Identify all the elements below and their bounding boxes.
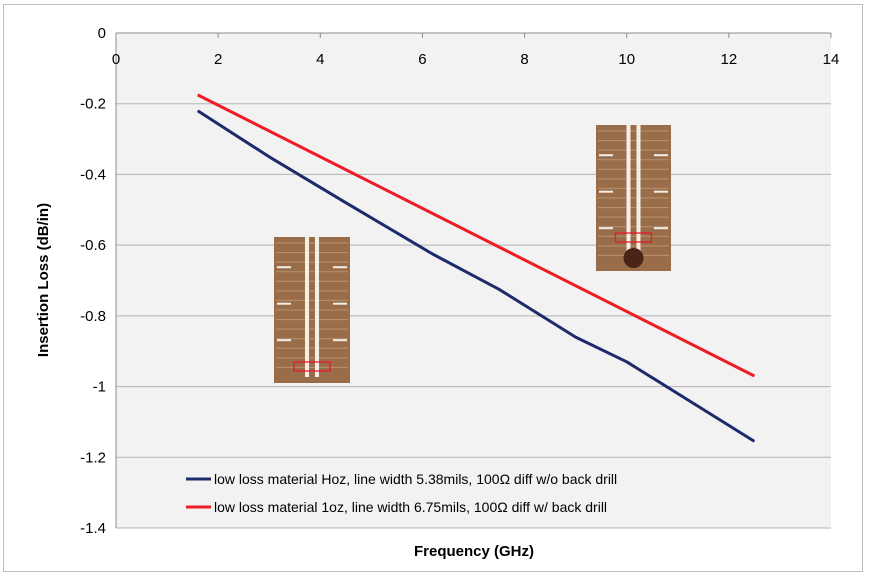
- trace-pad: [654, 154, 668, 157]
- x-tick-label: 0: [112, 51, 120, 68]
- trace-pad: [333, 339, 347, 342]
- x-tick-label: 6: [418, 51, 426, 68]
- trace-pad: [333, 302, 347, 305]
- grid-lines: [116, 103, 831, 529]
- axes: 0 -0.2 -0.4 -0.6 -0.8 -1 -1.2 -1.4 0 2 4 6 8 10 12 14: [80, 25, 839, 537]
- x-tick-label: 4: [316, 51, 324, 68]
- via-barrel-left: [305, 237, 309, 377]
- via-barrel-left: [626, 125, 631, 265]
- series-lines: [196, 93, 756, 443]
- x-tick-label: 10: [618, 51, 635, 68]
- trace-pad: [599, 190, 613, 193]
- chart-frame: 0 -0.2 -0.4 -0.6 -0.8 -1 -1.2 -1.4 0 2 4 6 8 10 12 14 I…: [3, 4, 863, 572]
- legend-label-series-2: low loss material 1oz, line width 6.75mi…: [214, 499, 607, 515]
- trace-pad: [599, 227, 613, 230]
- trace-pad: [599, 154, 613, 157]
- y-axis-label: Insertion Loss (dB/in): [35, 203, 52, 357]
- y-tick-label: -0.8: [80, 308, 106, 325]
- series-line-1: [196, 109, 756, 443]
- trace-pad: [333, 266, 347, 269]
- insertion-loss-chart: 0 -0.2 -0.4 -0.6 -0.8 -1 -1.2 -1.4 0 2 4 6 8 10 12 14 I…: [35, 25, 839, 560]
- y-tick-label: -0.6: [80, 237, 106, 254]
- cross-section-photo-2: [596, 125, 671, 271]
- via-barrel-right: [315, 237, 319, 377]
- x-tick-label: 8: [520, 51, 528, 68]
- y-tick-label: -0.4: [80, 166, 106, 183]
- stub-blob: [623, 248, 644, 268]
- highlight-box: [614, 232, 653, 243]
- trace-pad: [277, 266, 291, 269]
- y-tick-label: -1.4: [80, 520, 106, 537]
- x-tick-label: 12: [721, 51, 738, 68]
- cross-section-photo-1: [274, 237, 350, 383]
- legend: low loss material Hoz, line width 5.38mi…: [186, 471, 617, 515]
- y-tick-label: -1: [93, 379, 106, 396]
- trace-pad: [277, 302, 291, 305]
- trace-pad: [277, 339, 291, 342]
- y-tick-label: -1.2: [80, 449, 106, 466]
- trace-pad: [654, 190, 668, 193]
- highlight-box: [293, 361, 331, 372]
- legend-label-series-1: low loss material Hoz, line width 5.38mi…: [214, 471, 617, 487]
- trace-pad: [654, 227, 668, 230]
- x-axis-label: Frequency (GHz): [414, 543, 534, 560]
- y-tick-label: -0.2: [80, 96, 106, 113]
- y-tick-label: 0: [98, 25, 106, 42]
- via-barrel-right: [636, 125, 641, 265]
- inset-photos: [274, 125, 671, 383]
- x-tick-label: 14: [823, 51, 840, 68]
- x-tick-label: 2: [214, 51, 222, 68]
- plot-area: [116, 33, 831, 528]
- series-line-2: [197, 93, 756, 378]
